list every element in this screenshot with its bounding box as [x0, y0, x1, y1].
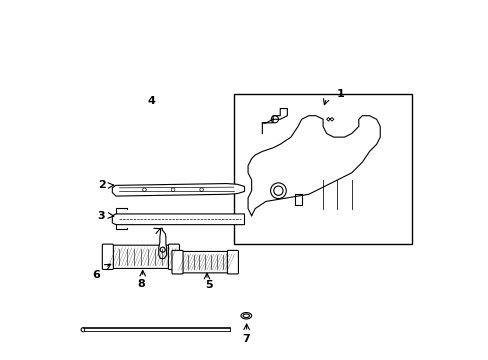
FancyBboxPatch shape: [227, 250, 238, 274]
Polygon shape: [112, 184, 244, 196]
Text: 2: 2: [98, 180, 105, 190]
Text: 4: 4: [147, 96, 155, 107]
Text: 7: 7: [242, 334, 250, 344]
FancyBboxPatch shape: [172, 250, 183, 274]
Polygon shape: [159, 228, 166, 258]
FancyBboxPatch shape: [110, 245, 171, 269]
Text: 5: 5: [204, 280, 212, 291]
Text: 1: 1: [336, 89, 344, 99]
Bar: [233, 94, 411, 244]
FancyBboxPatch shape: [102, 244, 113, 270]
Text: 6: 6: [92, 270, 100, 280]
FancyBboxPatch shape: [180, 251, 230, 273]
FancyBboxPatch shape: [168, 244, 179, 270]
Text: 8: 8: [137, 279, 144, 289]
Text: 3: 3: [98, 211, 105, 221]
Polygon shape: [112, 214, 244, 225]
